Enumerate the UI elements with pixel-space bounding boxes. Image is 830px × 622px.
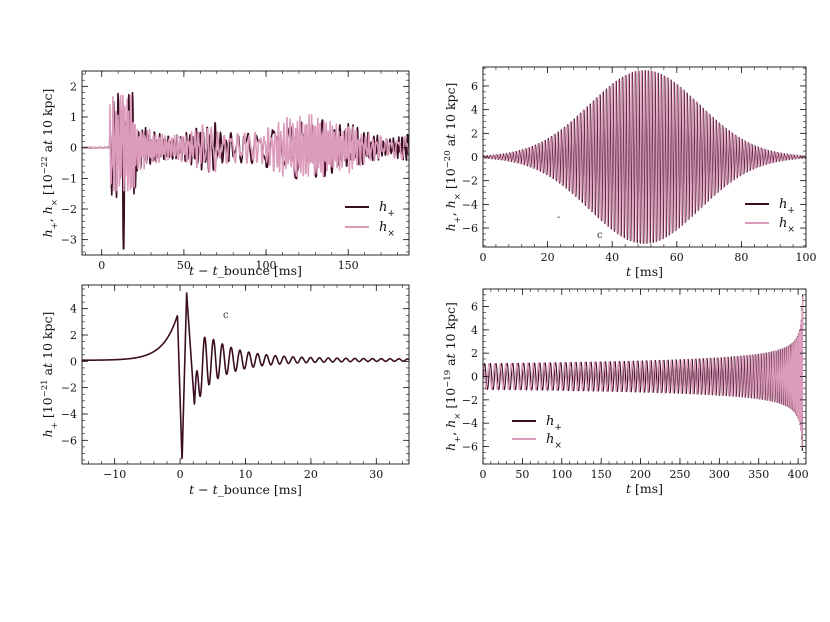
- x-axis-label: t [ms]: [626, 481, 663, 496]
- y-tick-label: 6: [471, 80, 478, 93]
- x-tick-label: 250: [669, 468, 690, 481]
- chart-top-left: 0 50 100 150 −3 −2 −1 0 1 2 t − t_bounce [ms] h+,…: [40, 70, 410, 278]
- x-tick-label: 100: [256, 259, 277, 272]
- stray-mark: c: [597, 230, 603, 241]
- chart-bottom-left: −10 0 10 20 30 −6 −4 −2 0 2 4 t − t_bounce [ms] h+…: [40, 284, 410, 497]
- y-tick-label: −2: [61, 382, 77, 395]
- y-tick-label: 4: [70, 303, 77, 316]
- x-tick-label: 80: [734, 251, 748, 264]
- y-tick-label: 2: [70, 329, 77, 342]
- y-tick-label: −4: [61, 408, 77, 421]
- plot-frame: [81, 70, 410, 256]
- y-axis-label: h+, h× [10−19 at 10 kpc]: [443, 302, 463, 451]
- y-tick-label: −1: [61, 172, 77, 185]
- y-tick-label: 4: [471, 104, 478, 117]
- x-tick-label: 200: [630, 468, 651, 481]
- y-axis-label: h+ [10−21 at 10 kpc]: [40, 312, 60, 438]
- y-tick-label: −2: [61, 203, 77, 216]
- x-tick-label: 0: [480, 251, 487, 264]
- x-tick-label: 50: [177, 259, 191, 272]
- x-tick-label: 30: [369, 468, 383, 481]
- stray-mark: -: [557, 212, 560, 223]
- series-line-hcross: [82, 94, 409, 192]
- y-tick-label: −4: [462, 417, 478, 430]
- y-tick-label: −2: [462, 175, 478, 188]
- x-tick-label: 20: [304, 468, 318, 481]
- y-axis-label: h+, h× [10−20 at 10 kpc]: [443, 83, 463, 232]
- y-tick-label: −6: [462, 441, 478, 454]
- x-tick-label: 40: [605, 251, 619, 264]
- y-tick-label: −6: [61, 434, 77, 447]
- x-tick-label: 100: [796, 251, 817, 264]
- x-tick-label: −10: [103, 468, 126, 481]
- series-line-hcross: [483, 296, 804, 448]
- y-tick-label: 0: [471, 151, 478, 164]
- y-tick-label: 1: [70, 111, 77, 124]
- y-tick-label: 0: [471, 371, 478, 384]
- x-tick-label: 0: [177, 468, 184, 481]
- x-tick-label: 0: [480, 468, 487, 481]
- x-tick-label: 10: [239, 468, 253, 481]
- chart-bottom-right: 0 50 100 150 200 250 300 350 400 −6 −4 −2 0 2 4 6 t [ms…: [443, 288, 809, 496]
- x-tick-label: 60: [670, 251, 684, 264]
- x-tick-label: 300: [709, 468, 730, 481]
- chart-top-right: 0 20 40 60 80 100 −6 −4 −2 0 2 4 6 t [ms] h+, h× [10…: [443, 66, 817, 279]
- y-tick-label: 2: [471, 127, 478, 140]
- y-tick-label: 4: [471, 324, 478, 337]
- x-tick-label: 100: [551, 468, 572, 481]
- y-tick-label: 2: [70, 80, 77, 93]
- x-axis-label: t [ms]: [626, 264, 663, 279]
- x-tick-label: 150: [338, 259, 359, 272]
- y-tick-label: −6: [462, 222, 478, 235]
- x-tick-label: 150: [591, 468, 612, 481]
- y-tick-label: 2: [471, 347, 478, 360]
- y-tick-label: 0: [70, 142, 77, 155]
- stray-mark: c: [223, 310, 229, 321]
- y-tick-label: −3: [61, 234, 77, 247]
- y-axis-label: h+, h× [10−22 at 10 kpc]: [40, 89, 60, 238]
- x-tick-label: 50: [515, 468, 529, 481]
- y-tick-label: 0: [70, 355, 77, 368]
- series-line-hcross: [483, 70, 806, 244]
- series-line-hplus: [82, 292, 409, 460]
- x-tick-label: 0: [98, 259, 105, 272]
- y-tick-label: −4: [462, 198, 478, 211]
- x-tick-label: 400: [788, 468, 809, 481]
- x-axis-label: t − t_bounce [ms]: [189, 263, 302, 278]
- x-tick-label: 350: [748, 468, 769, 481]
- x-tick-label: 20: [541, 251, 555, 264]
- y-tick-label: −2: [462, 394, 478, 407]
- y-tick-label: 6: [471, 301, 478, 314]
- x-axis-label: t − t_bounce [ms]: [189, 482, 302, 497]
